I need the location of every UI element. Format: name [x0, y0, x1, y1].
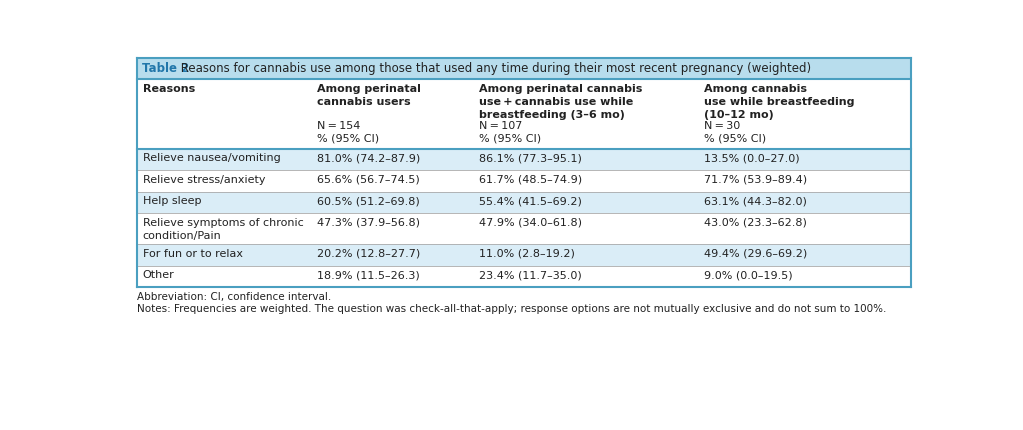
Text: 86.1% (77.3–95.1): 86.1% (77.3–95.1) — [480, 153, 582, 163]
Text: 13.5% (0.0–27.0): 13.5% (0.0–27.0) — [704, 153, 800, 163]
Text: 20.2% (12.8–27.7): 20.2% (12.8–27.7) — [317, 249, 420, 259]
Text: Relieve symptoms of chronic
condition/Pain: Relieve symptoms of chronic condition/Pa… — [142, 218, 304, 241]
Text: Reasons for cannabis use among those that used any time during their most recent: Reasons for cannabis use among those tha… — [177, 62, 811, 75]
Text: Notes: Frequencies are weighted. The question was check-all-that-apply; response: Notes: Frequencies are weighted. The que… — [137, 304, 887, 314]
Text: 61.7% (48.5–74.9): 61.7% (48.5–74.9) — [480, 175, 582, 185]
Text: 23.4% (11.7–35.0): 23.4% (11.7–35.0) — [480, 270, 582, 280]
Text: Help sleep: Help sleep — [142, 197, 202, 206]
Text: 18.9% (11.5–26.3): 18.9% (11.5–26.3) — [317, 270, 419, 280]
Text: 65.6% (56.7–74.5): 65.6% (56.7–74.5) — [317, 175, 419, 185]
Text: 47.3% (37.9–56.8): 47.3% (37.9–56.8) — [317, 218, 419, 228]
Text: Relieve stress/anxiety: Relieve stress/anxiety — [142, 175, 265, 185]
Text: N = 154
% (95% CI): N = 154 % (95% CI) — [317, 121, 379, 144]
Text: 81.0% (74.2–87.9): 81.0% (74.2–87.9) — [317, 153, 420, 163]
Text: 47.9% (34.0–61.8): 47.9% (34.0–61.8) — [480, 218, 582, 228]
Text: Abbreviation: CI, confidence interval.: Abbreviation: CI, confidence interval. — [137, 292, 331, 302]
Text: 43.0% (23.3–62.8): 43.0% (23.3–62.8) — [704, 218, 807, 228]
Text: 49.4% (29.6–69.2): 49.4% (29.6–69.2) — [704, 249, 807, 259]
Text: Among cannabis
use while breastfeeding
(10–12 mo): Among cannabis use while breastfeeding (… — [704, 84, 854, 120]
Text: Among perinatal
cannabis users: Among perinatal cannabis users — [317, 84, 420, 107]
Text: 11.0% (2.8–19.2): 11.0% (2.8–19.2) — [480, 249, 575, 259]
Text: Other: Other — [142, 270, 174, 280]
Text: Table 2: Table 2 — [142, 62, 189, 75]
Text: N = 107
% (95% CI): N = 107 % (95% CI) — [480, 121, 541, 144]
Text: 63.1% (44.3–82.0): 63.1% (44.3–82.0) — [704, 197, 807, 206]
Text: Reasons: Reasons — [142, 84, 194, 94]
Text: 9.0% (0.0–19.5): 9.0% (0.0–19.5) — [704, 270, 793, 280]
Text: N = 30
% (95% CI): N = 30 % (95% CI) — [704, 121, 766, 144]
Text: 55.4% (41.5–69.2): 55.4% (41.5–69.2) — [480, 197, 582, 206]
Text: For fun or to relax: For fun or to relax — [142, 249, 242, 259]
Text: Relieve nausea/vomiting: Relieve nausea/vomiting — [142, 153, 280, 163]
Text: 71.7% (53.9–89.4): 71.7% (53.9–89.4) — [704, 175, 807, 185]
Text: 60.5% (51.2–69.8): 60.5% (51.2–69.8) — [317, 197, 419, 206]
Text: Among perinatal cannabis
use + cannabis use while
breastfeeding (3–6 mo): Among perinatal cannabis use + cannabis … — [480, 84, 642, 120]
